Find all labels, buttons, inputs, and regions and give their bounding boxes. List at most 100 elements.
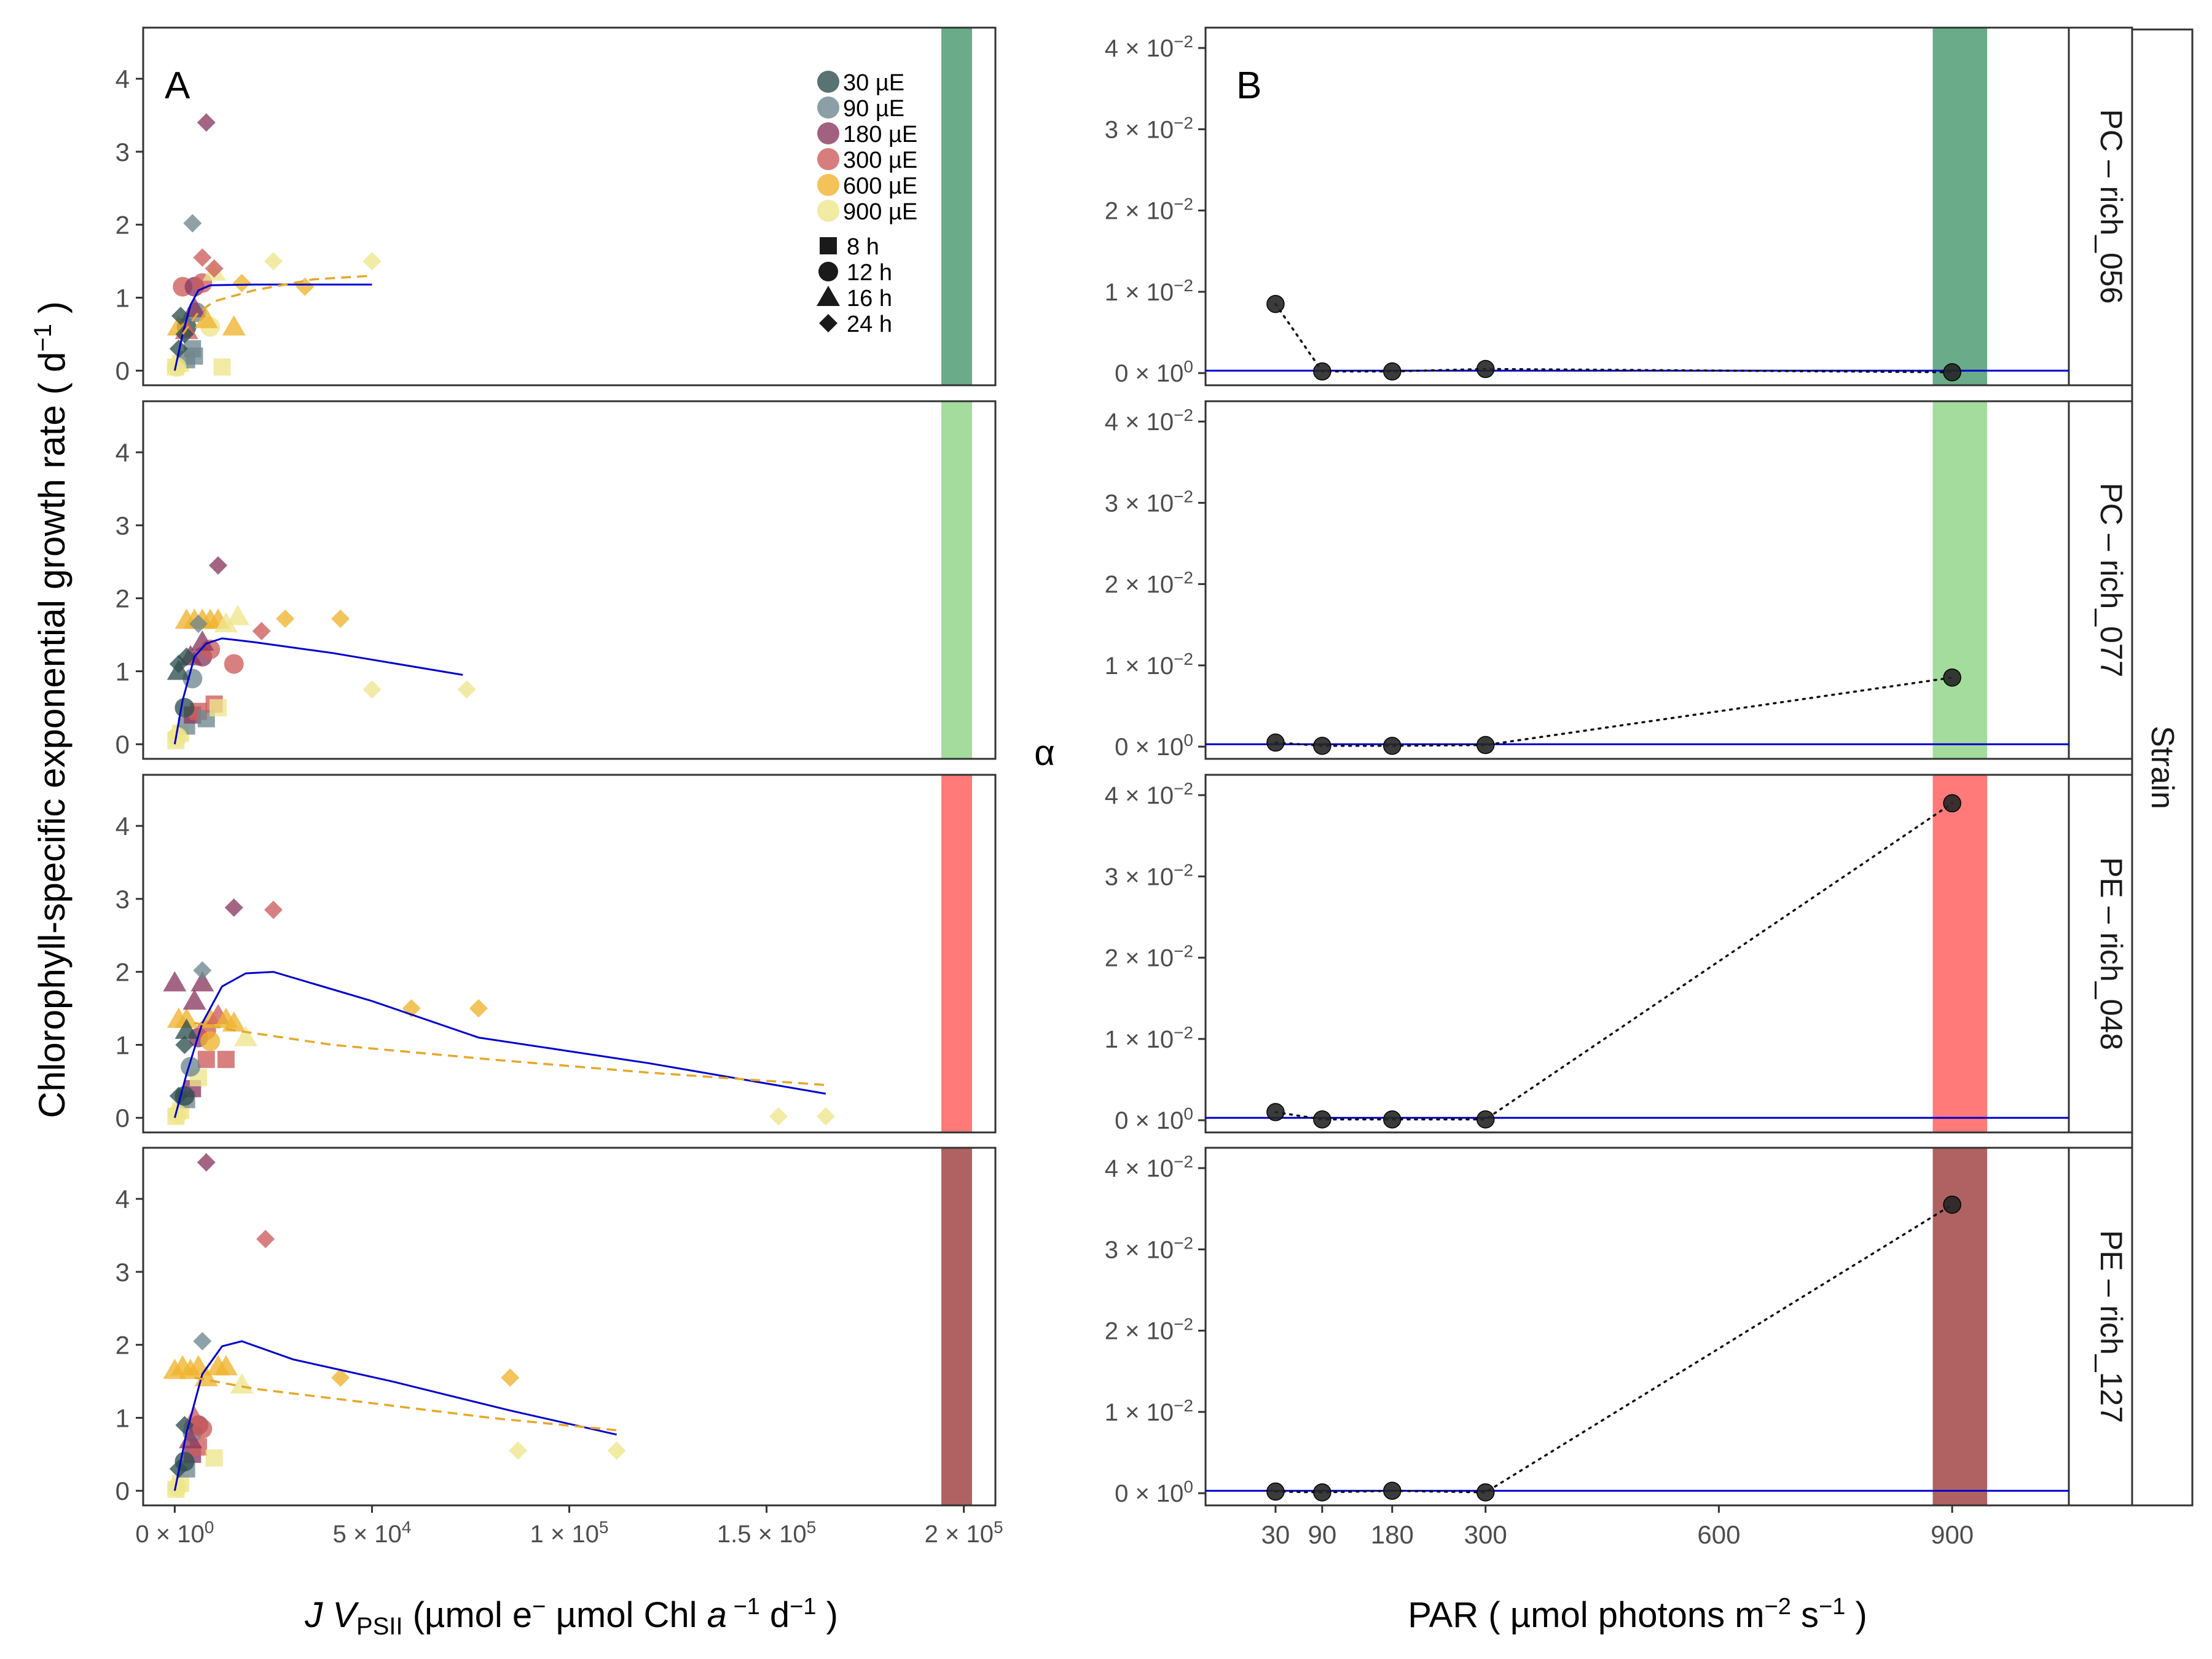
strain-color-band [941,28,972,385]
data-point [363,252,382,271]
x-tick-label: 30 [1261,1520,1290,1549]
strain-color-band [1932,775,1988,1132]
data-point [331,609,350,628]
y-tick-label: 2 × 10−2 [1105,194,1193,225]
legend-swatch-photoperiod [818,262,838,281]
data-point [1266,733,1285,752]
x-tick-label: 180 [1371,1520,1414,1549]
panel-b-frame [1204,774,2070,1134]
legend-swatch-photoperiod [820,237,837,254]
data-point [1943,363,1961,382]
y-tick-label: 3 [116,511,130,540]
legend-label-par: 180 µE [843,122,917,147]
legend-label-par: 30 µE [843,70,904,96]
strain-color-band [1932,402,1988,758]
data-point [177,647,196,666]
data-point [200,1031,221,1051]
data-point [175,324,194,343]
data-point [816,1107,835,1126]
y-tick-label: 3 × 10−2 [1105,487,1193,517]
panel-a-frame [142,774,997,1134]
panel-b-facet-1: PC – rich_056 0 × 100 1 × 10−2 2 × 10−2 3 × … [1105,26,2133,387]
y-tick-label: 4 [116,812,130,841]
data-point [363,680,382,699]
legend-swatch-par [817,122,839,144]
y-tick-label: 0 [116,730,130,759]
strain-color-band [941,402,972,758]
data-point [190,971,214,992]
y-tick-label: 1 × 10−2 [1105,1395,1193,1426]
y-tick-label: 0 [116,356,130,385]
legend-swatch-photoperiod [819,314,837,332]
fit-line-solid [173,637,463,745]
y-tick-label: 4 × 10−2 [1105,1152,1193,1183]
data-point [197,1051,215,1069]
x-tick-label: 1 × 105 [530,1518,609,1548]
strain-color-band [1932,28,1988,385]
data-point [197,113,216,132]
data-point [183,214,202,233]
data-point [224,654,244,674]
legend-label-par: 90 µE [843,96,904,122]
panel-a-label: A [165,65,190,107]
y-tick-label: 3 [116,885,130,914]
legend-label-photoperiod: 24 h [847,312,892,337]
legend-swatch-par [817,96,839,119]
panel-a-frame [142,26,997,386]
fit-line-solid [173,1340,617,1491]
data-point [1476,1110,1495,1129]
panel-a-facet-4: 0 1 2 3 4 [116,1147,997,1507]
data-point [194,308,218,329]
y-tick-label: 2 × 10−2 [1105,1314,1193,1345]
y-tick-label: 3 × 10−2 [1105,113,1193,144]
strain-label: PC – rich_056 [2094,109,2128,304]
data-point [205,259,224,278]
data-point [1266,1103,1285,1121]
data-point [163,971,187,992]
y-tick-label: 1 × 10−2 [1105,1022,1193,1053]
fit-line-dashed [194,1376,617,1432]
y-tick-label: 2 [116,1331,130,1360]
data-point [214,612,238,633]
data-point [509,1441,528,1460]
panel-a-frame [142,1147,997,1507]
data-point [457,680,476,699]
data-point [1383,737,1402,755]
strain-strip [2068,774,2133,1134]
y-tick-label: 0 × 100 [1115,731,1193,761]
y-tick-label: 2 [116,584,130,613]
y-tick-label: 4 [116,438,130,467]
panel-b-frame [1204,400,2070,760]
y-tick-label: 2 × 10−2 [1105,941,1193,972]
data-point [264,900,283,919]
data-point [276,609,295,628]
data-point [213,358,231,376]
x-tick-label: 2 × 105 [925,1518,1003,1548]
panel-a-facet-1: 0 1 2 3 4 [116,26,997,386]
y-tick-label: 2 × 10−2 [1105,568,1193,598]
legend-swatch-par [817,148,839,170]
data-point [182,989,206,1010]
data-point [226,605,250,626]
data-point [193,248,212,267]
data-point [1943,1195,1961,1214]
panel-a-ylabel: Chlorophyll-specific exponential growth … [29,301,73,1118]
data-point [607,1441,626,1460]
data-point [232,273,251,292]
panel-a-facet-3: 0 1 2 3 4 [116,774,997,1134]
legend-label-par: 300 µE [843,147,917,173]
fit-line-dashed [181,275,372,335]
data-point [1383,1481,1402,1500]
y-tick-label: 2 [116,211,130,240]
panel-a-xlabel: J VPSII (µmol e− µmol Chl a −1 d−1 ) [304,1594,838,1640]
x-tick-label: 90 [1308,1520,1337,1549]
data-point [175,1035,194,1054]
data-point [264,252,283,271]
data-point [1383,1110,1402,1129]
data-point [224,898,243,917]
y-tick-label: 0 × 100 [1115,1477,1193,1508]
panel-b-frame [1204,1147,2070,1507]
legend-swatch-par [817,71,839,93]
data-point [209,556,228,575]
